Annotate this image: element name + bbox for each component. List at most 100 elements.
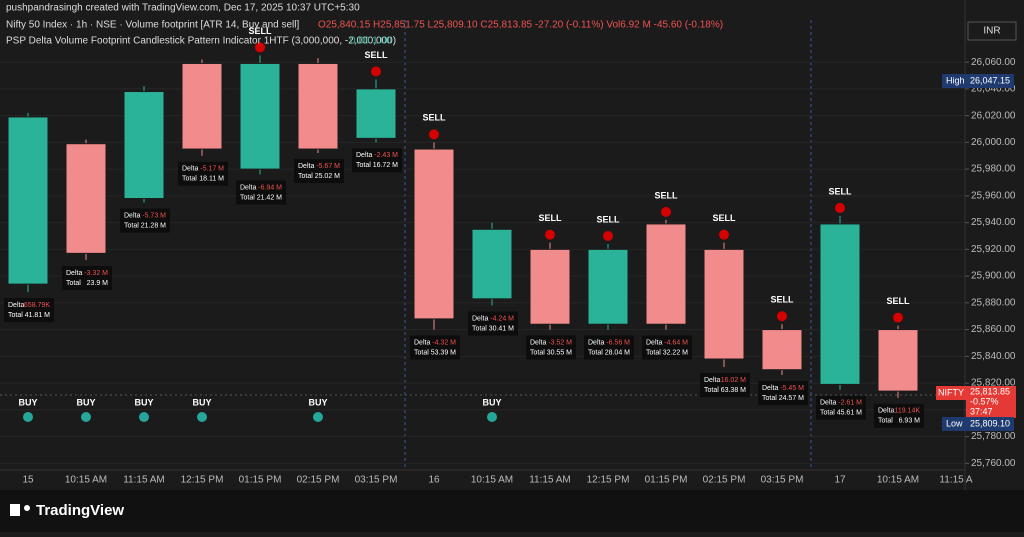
total-value: 32.22 M xyxy=(663,349,688,356)
total-label: Total xyxy=(414,349,429,356)
buy-signal xyxy=(487,412,497,422)
delta-label: Delta xyxy=(414,339,430,346)
sell-label: SELL xyxy=(654,190,678,200)
delta-box xyxy=(178,161,228,186)
candle-body xyxy=(181,62,223,150)
total-label: Total xyxy=(182,176,197,183)
delta-label: Delta xyxy=(820,400,836,407)
total-value: 63.38 M xyxy=(721,387,746,394)
delta-value: -6.56 M xyxy=(606,339,630,346)
symbol-badge xyxy=(936,386,966,400)
buy-label: BUY xyxy=(18,397,37,407)
delta-box xyxy=(236,180,286,205)
x-tick-label: 01:15 PM xyxy=(239,475,282,486)
indicator-name: PSP Delta Volume Footprint Candlestick P… xyxy=(6,36,396,47)
buy-label: BUY xyxy=(308,397,327,407)
total-value: 23.9 M xyxy=(87,280,109,287)
candle-body xyxy=(529,248,571,325)
delta-label: Delta xyxy=(356,152,372,159)
sell-signal xyxy=(545,229,555,240)
total-label: Total xyxy=(762,395,777,402)
delta-value: -4.32 M xyxy=(432,339,456,346)
y-tick-label: 26,020.00 xyxy=(971,110,1016,121)
delta-value: -5.45 M xyxy=(780,385,804,392)
y-tick-label: 25,900.00 xyxy=(971,271,1016,282)
delta-value: -4.64 M xyxy=(664,339,688,346)
low-value: 25,809.10 xyxy=(970,418,1010,428)
x-tick-label: 12:15 PM xyxy=(181,475,224,486)
logo-mark xyxy=(24,505,30,511)
delta-value: -3.32 M xyxy=(84,270,108,277)
x-tick-label: 02:15 PM xyxy=(703,475,746,486)
y-tick-label: 25,960.00 xyxy=(971,190,1016,201)
y-tick-label: 26,040.00 xyxy=(971,84,1016,95)
sell-signal xyxy=(661,206,671,217)
x-tick-label: 10:15 AM xyxy=(877,475,919,486)
total-value: 30.55 M xyxy=(547,349,572,356)
sell-label: SELL xyxy=(886,296,910,306)
delta-box xyxy=(874,403,924,428)
x-tick-label: 11:15 AM xyxy=(529,475,571,486)
currency[interactable]: INR xyxy=(983,26,1000,37)
total-value: 21.42 M xyxy=(257,194,282,201)
sell-signal xyxy=(777,311,787,322)
y-tick-label: 25,920.00 xyxy=(971,244,1016,255)
currency-box[interactable] xyxy=(967,21,1017,41)
total-label: Total xyxy=(240,194,255,201)
total-label: Total xyxy=(356,162,371,169)
delta-value: -16.02 M xyxy=(718,377,746,384)
sell-label: SELL xyxy=(770,295,794,305)
candle-body xyxy=(877,329,919,392)
delta-label: Delta xyxy=(472,315,488,322)
total-label: Total xyxy=(8,312,23,319)
sell-signal xyxy=(835,202,845,213)
x-tick-label: 11:15 A xyxy=(939,475,973,486)
y-tick-label: 25,840.00 xyxy=(971,351,1016,362)
total-label: Total xyxy=(298,173,313,180)
candle-body xyxy=(7,116,49,285)
delta-box xyxy=(584,335,634,360)
total-value: 6.93 M xyxy=(899,418,921,425)
buy-label: BUY xyxy=(134,397,153,407)
delta-value: -3.52 M xyxy=(548,339,572,346)
candle-body xyxy=(703,248,745,360)
y-tick-label: 26,000.00 xyxy=(971,137,1016,148)
x-tick-label: 01:15 PM xyxy=(645,475,688,486)
y-tick-label: 25,940.00 xyxy=(971,217,1016,228)
high-label: High xyxy=(946,75,965,85)
candle-body xyxy=(761,329,803,371)
delta-label: Delta xyxy=(8,302,24,309)
sell-label: SELL xyxy=(828,186,852,196)
x-tick-label: 15 xyxy=(22,475,34,486)
total-label: Total xyxy=(588,349,603,356)
last-change: -0.57% xyxy=(970,396,999,406)
candle-body xyxy=(587,248,629,325)
sell-signal xyxy=(371,66,381,77)
total-value: 45.61 M xyxy=(837,410,862,417)
sell-label: SELL xyxy=(248,26,272,36)
delta-label: Delta xyxy=(124,212,140,219)
buy-signal xyxy=(313,412,323,422)
sell-signal xyxy=(255,42,265,53)
credit: pushpandrasingh created with TradingView… xyxy=(6,3,360,14)
x-tick-label: 10:15 AM xyxy=(65,475,107,486)
last-price: 25,813.85 xyxy=(970,386,1010,396)
sell-label: SELL xyxy=(712,213,736,223)
y-tick-label: 25,780.00 xyxy=(971,431,1016,442)
delta-value: -2.61 M xyxy=(838,400,862,407)
sell-signal xyxy=(603,230,613,241)
brand: TradingView xyxy=(36,502,124,519)
total-label: Total xyxy=(124,222,139,229)
ohlc: O25,840.15 H25,851.75 L25,809.10 C25,813… xyxy=(318,20,723,31)
delta-label: Delta xyxy=(240,184,256,191)
x-tick-label: 11:15 AM xyxy=(123,475,165,486)
high-value: 26,047.15 xyxy=(970,75,1010,85)
delta-box xyxy=(700,373,750,398)
total-label: Total xyxy=(646,349,661,356)
delta-value: -119.14K xyxy=(892,408,920,415)
delta-label: Delta xyxy=(762,385,778,392)
buy-signal xyxy=(139,412,149,422)
candle-body xyxy=(471,228,513,300)
total-label: Total xyxy=(66,280,81,287)
